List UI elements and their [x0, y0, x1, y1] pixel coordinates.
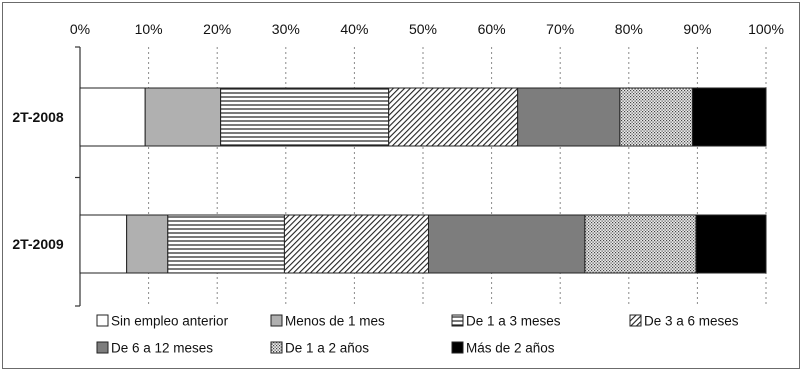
bar-2t-2009-mas-de-2-anos [695, 214, 767, 274]
bar-2t-2009-menos-de-1-mes [126, 214, 169, 274]
x-tick-label: 100% [748, 21, 784, 37]
y-axis [75, 46, 81, 307]
bars [79, 87, 767, 274]
x-tick-labels: 0% 10% 20% 30% 40% 50% 60% 70% 80% 90% 100% [70, 21, 784, 37]
bar-2t-2008-mas-de-2-anos [692, 87, 767, 147]
legend-swatch-mas-de-2-anos [451, 341, 464, 354]
bar-2t-2008-de-6-a-12-meses [517, 87, 621, 147]
bar-2t-2008-de-1-a-3-meses [220, 87, 390, 147]
x-tick-label: 10% [135, 21, 163, 37]
x-tick-label: 0% [70, 21, 90, 37]
legend-swatch-menos-de-1-mes [270, 314, 283, 327]
x-tick-label: 80% [615, 21, 643, 37]
legend-label-de-6-a-12-meses: De 6 a 12 meses [111, 341, 213, 356]
bar-2t-2009-de-6-a-12-meses [427, 214, 586, 274]
category-label-2t-2008: 2T-2008 [12, 109, 64, 125]
bar-2t-2008-sin-empleo-anterior [79, 87, 146, 147]
bar-2t-2008-de-3-a-6-meses [388, 87, 519, 147]
bar-2t-2008-de-1-a-2-anos [619, 87, 694, 147]
bar-2t-2009-de-3-a-6-meses [283, 214, 429, 274]
legend-swatch-de-3-a-6-meses [629, 314, 642, 327]
legend-label-de-1-a-2-anos: De 1 a 2 años [285, 341, 369, 356]
x-tick-label: 30% [272, 21, 300, 37]
legend: Sin empleo anterior Menos de 1 mes De 1 a … [96, 314, 739, 356]
x-tick-label: 40% [340, 21, 368, 37]
legend-swatch-sin-empleo-anterior [96, 314, 109, 327]
legend-label-sin-empleo-anterior: Sin empleo anterior [111, 314, 229, 329]
x-tick-label: 20% [203, 21, 231, 37]
legend-swatch-de-1-a-2-anos [270, 341, 283, 354]
x-tick-label: 60% [478, 21, 506, 37]
x-tick-label: 70% [546, 21, 574, 37]
legend-label-mas-de-2-anos: Más de 2 años [466, 341, 555, 356]
category-label-2t-2009: 2T-2009 [12, 236, 64, 252]
legend-swatch-de-1-a-3-meses [451, 314, 464, 327]
x-tick-label: 90% [683, 21, 711, 37]
bar-2t-2009-sin-empleo-anterior [79, 214, 128, 274]
chart-frame [2, 2, 800, 369]
category-labels: 2T-2008 2T-2009 [12, 109, 64, 252]
legend-label-menos-de-1-mes: Menos de 1 mes [285, 314, 385, 329]
legend-label-de-3-a-6-meses: De 3 a 6 meses [644, 314, 739, 329]
bar-2t-2009-de-1-a-2-anos [584, 214, 697, 274]
legend-label-de-1-a-3-meses: De 1 a 3 meses [466, 314, 561, 329]
legend-swatch-de-6-a-12-meses [96, 341, 109, 354]
bar-2t-2009-de-1-a-3-meses [167, 214, 285, 274]
bar-2t-2008-menos-de-1-mes [144, 87, 222, 147]
x-tick-label: 50% [409, 21, 437, 37]
